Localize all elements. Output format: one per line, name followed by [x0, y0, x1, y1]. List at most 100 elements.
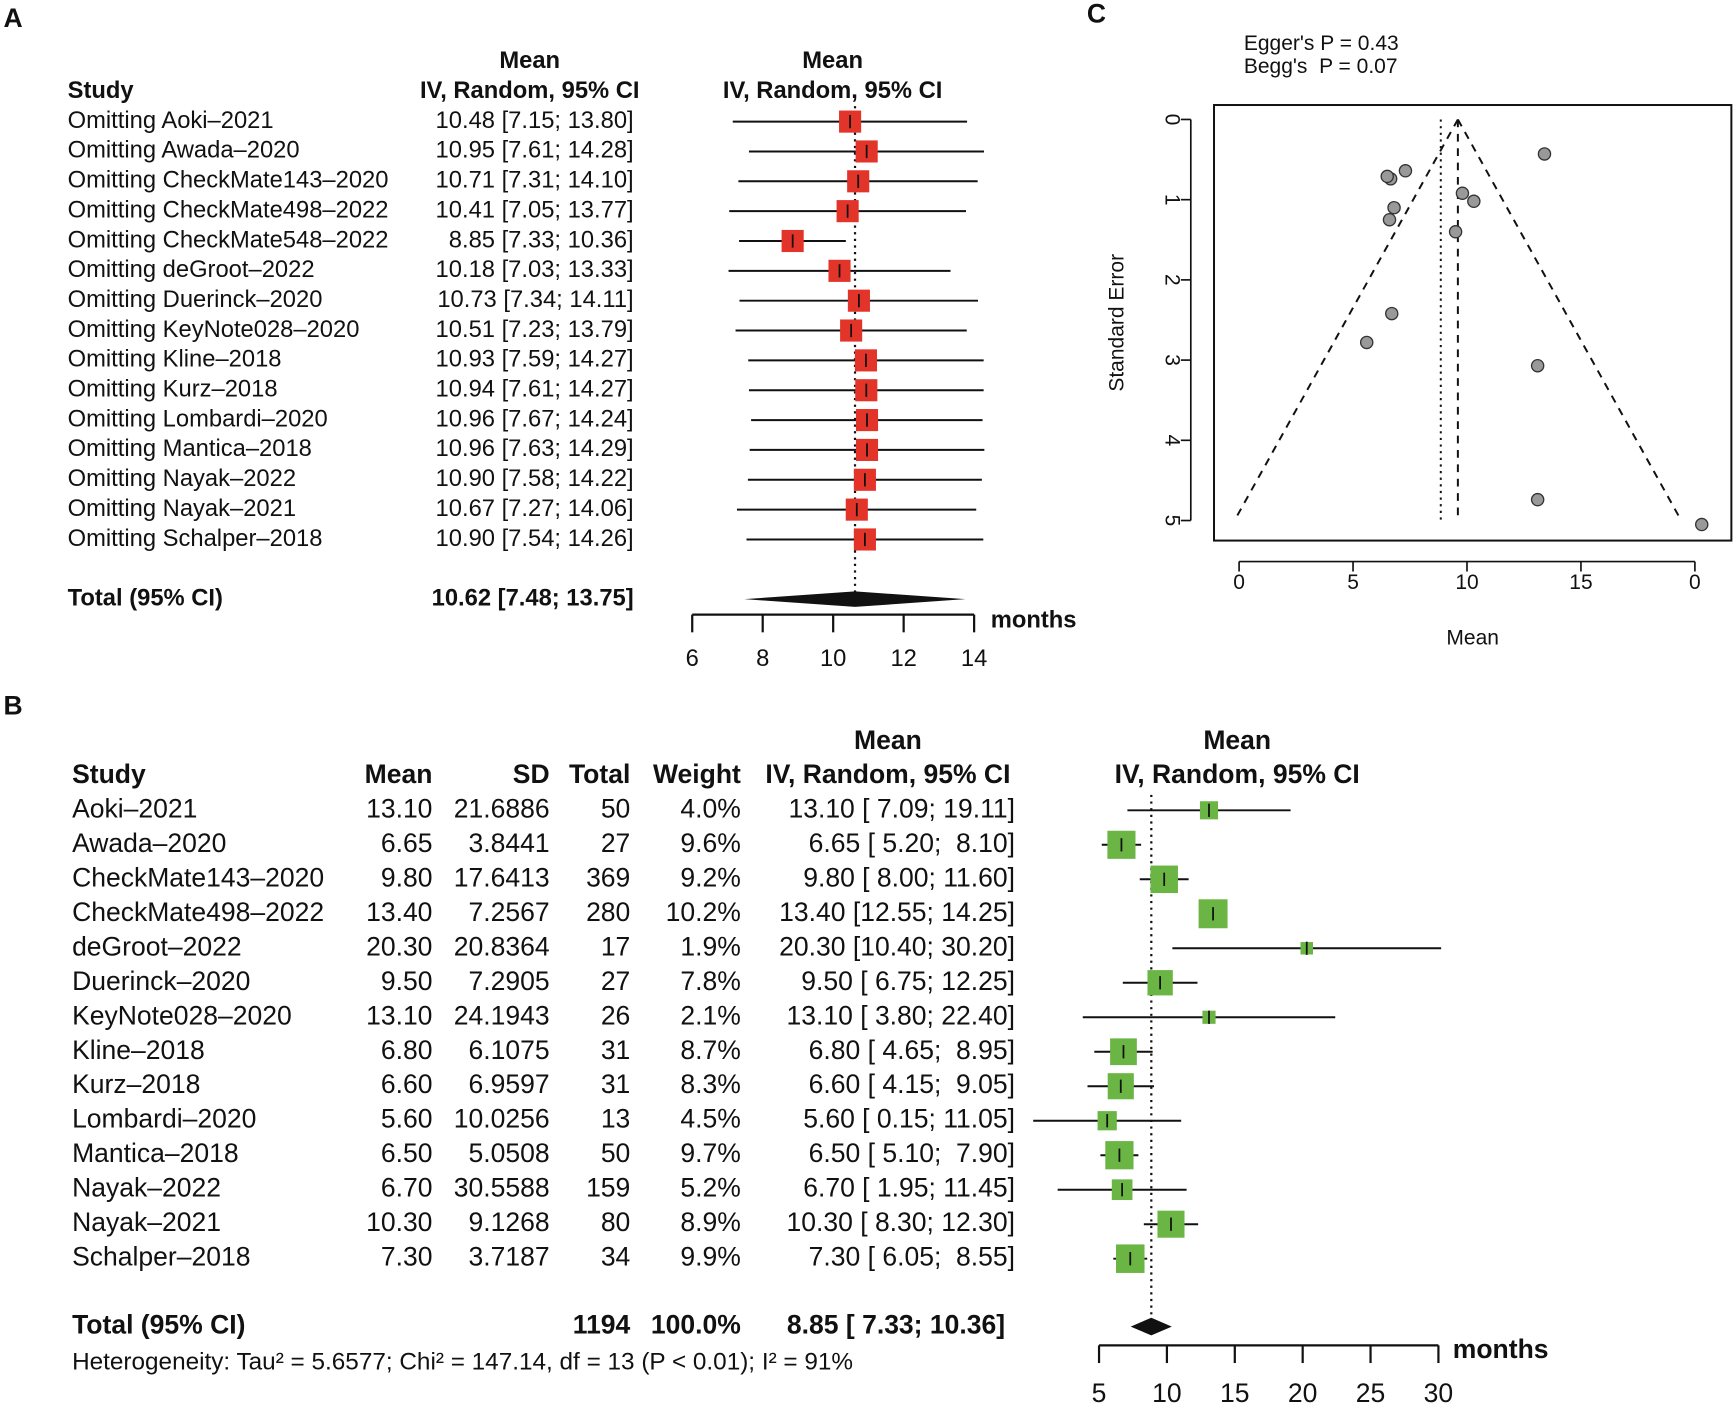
- ci-label: 5.60 [ 0.15; 11.05]: [803, 1104, 1015, 1134]
- total-label: Total (95% CI): [72, 1310, 245, 1340]
- weight-cell: 8.3%: [680, 1069, 740, 1099]
- n-cell: 31: [601, 1069, 631, 1099]
- study-name: Omitting deGroot–2022: [68, 256, 315, 283]
- ci-label: 6.80 [ 4.65; 8.95]: [809, 1035, 1015, 1065]
- study-point: [1530, 492, 1545, 507]
- ci-label: 6.65 [ 5.20; 8.10]: [809, 828, 1015, 858]
- study-name: Kline–2018: [72, 1035, 205, 1065]
- panel-b: Study Mean IV, Random, 95% CI Mean IV, Rando…: [72, 725, 1548, 1408]
- panel-label: B: [4, 691, 23, 721]
- study-point: [1694, 517, 1709, 532]
- study-point: [1455, 186, 1470, 200]
- x-tick-label: 5: [1347, 571, 1359, 594]
- n-cell: 27: [601, 966, 631, 996]
- weight-cell: 7.8%: [680, 966, 740, 996]
- study-point: [1380, 169, 1394, 184]
- heterogeneity: Heterogeneity: Tau² = 5.6577; Chi² = 147…: [72, 1348, 853, 1375]
- sd-cell: 20.8364: [454, 931, 550, 961]
- weight-cell: 9.2%: [680, 862, 740, 892]
- mean-cell: 10.30: [366, 1207, 432, 1237]
- x-tick-label: 12: [890, 645, 916, 672]
- sd-cell: 5.0508: [469, 1138, 550, 1168]
- mean-cell: 6.65: [381, 828, 433, 858]
- study-name: Omitting Nayak–2021: [68, 495, 296, 522]
- total-weight: 100.0%: [651, 1310, 741, 1340]
- ci-label: 10.96 [7.67; 14.24]: [436, 405, 634, 432]
- study-name: Omitting CheckMate498–2022: [68, 196, 389, 223]
- total-ci: 10.62 [7.48; 13.75]: [432, 584, 634, 611]
- study-name: Omitting CheckMate143–2020: [68, 167, 389, 194]
- y-axis-title: Standard Error: [1105, 254, 1128, 392]
- study-name: Aoki–2021: [72, 793, 197, 823]
- sd-cell: 7.2567: [469, 897, 550, 927]
- study-name: Omitting KeyNote028–2020: [68, 316, 360, 343]
- study-point: [1387, 200, 1401, 215]
- sd-cell: 3.8441: [469, 828, 550, 858]
- ci-label: 10.93 [7.59; 14.27]: [436, 346, 634, 373]
- sd-cell: 9.1268: [469, 1207, 550, 1237]
- study-name: CheckMate498–2022: [72, 897, 324, 927]
- study-name: Omitting CheckMate548–2022: [68, 226, 389, 253]
- sd-cell: 21.6886: [454, 793, 550, 823]
- mean-cell: 6.80: [381, 1035, 433, 1065]
- study-point: [1530, 358, 1545, 373]
- header: IV, Random, 95% CI: [1115, 759, 1360, 789]
- panel-a: Study Mean IV, Random, 95% CI Mean IV, Rando…: [68, 47, 1077, 672]
- n-cell: 280: [586, 897, 630, 927]
- n-cell: 80: [601, 1207, 631, 1237]
- y-tick-label: 4: [1160, 434, 1183, 446]
- ci-label: 10.51 [7.23; 13.79]: [436, 316, 634, 343]
- header: IV, Random, 95% CI: [723, 77, 943, 104]
- ci-label: 10.95 [7.61; 14.28]: [436, 137, 634, 164]
- study-point: [1448, 225, 1463, 239]
- mean-cell: 6.70: [381, 1173, 433, 1203]
- study-point: [1467, 194, 1481, 209]
- x-axis-title: months: [1453, 1334, 1549, 1364]
- x-tick-label: 15: [1220, 1378, 1250, 1408]
- header: Mean: [854, 725, 922, 755]
- sd-cell: 7.2905: [469, 966, 550, 996]
- total-n: 1194: [573, 1310, 631, 1340]
- ci-label: 13.10 [ 7.09; 19.11]: [788, 793, 1015, 823]
- ci-label: 20.30 [10.40; 30.20]: [779, 931, 1015, 961]
- n-cell: 369: [586, 862, 630, 892]
- n-cell: 50: [601, 793, 631, 823]
- study-name: Duerinck–2020: [72, 966, 250, 996]
- study-name: Lombardi–2020: [72, 1104, 256, 1134]
- weight-cell: 8.7%: [680, 1035, 740, 1065]
- x-tick-label: 0: [1233, 571, 1245, 594]
- header: Mean: [1203, 725, 1271, 755]
- sd-cell: 24.1943: [454, 1000, 550, 1030]
- summary-diamond: [1130, 1317, 1172, 1336]
- ci-label: 10.67 [7.27; 14.06]: [436, 495, 634, 522]
- mean-cell: 13.10: [366, 1000, 432, 1030]
- ci-label: 9.50 [ 6.75; 12.25]: [801, 966, 1015, 996]
- ci-label: 13.40 [12.55; 14.25]: [779, 897, 1015, 927]
- mean-cell: 6.50: [381, 1138, 433, 1168]
- ci-label: 7.30 [ 6.05; 8.55]: [809, 1242, 1015, 1272]
- weight-cell: 5.2%: [680, 1173, 740, 1203]
- x-tick-label: 10: [820, 645, 846, 672]
- x-axis-title: Mean: [1446, 627, 1499, 650]
- funnel-edge: [1233, 118, 1459, 522]
- ci-label: 10.90 [7.54; 14.26]: [436, 525, 634, 552]
- study-name: Schalper–2018: [72, 1242, 250, 1272]
- mean-cell: 9.50: [381, 966, 433, 996]
- study-name: Omitting Aoki–2021: [68, 107, 274, 134]
- weight-cell: 10.2%: [666, 897, 741, 927]
- ci-label: 10.30 [ 8.30; 12.30]: [786, 1207, 1015, 1237]
- weight-cell: 4.0%: [680, 793, 740, 823]
- x-tick-label: 6: [686, 645, 699, 672]
- x-tick-label: 30: [1424, 1378, 1454, 1408]
- weight-cell: 9.6%: [680, 828, 740, 858]
- y-tick-label: 3: [1160, 354, 1183, 366]
- n-cell: 13: [601, 1104, 631, 1134]
- x-tick-label: 10: [1455, 571, 1478, 594]
- mean-cell: 6.60: [381, 1069, 433, 1099]
- study-name: Mantica–2018: [72, 1138, 239, 1168]
- sd-cell: 6.9597: [469, 1069, 550, 1099]
- study-name: Omitting Schalper–2018: [68, 525, 323, 552]
- sd-cell: 6.1075: [469, 1035, 550, 1065]
- study-point: [1359, 335, 1374, 350]
